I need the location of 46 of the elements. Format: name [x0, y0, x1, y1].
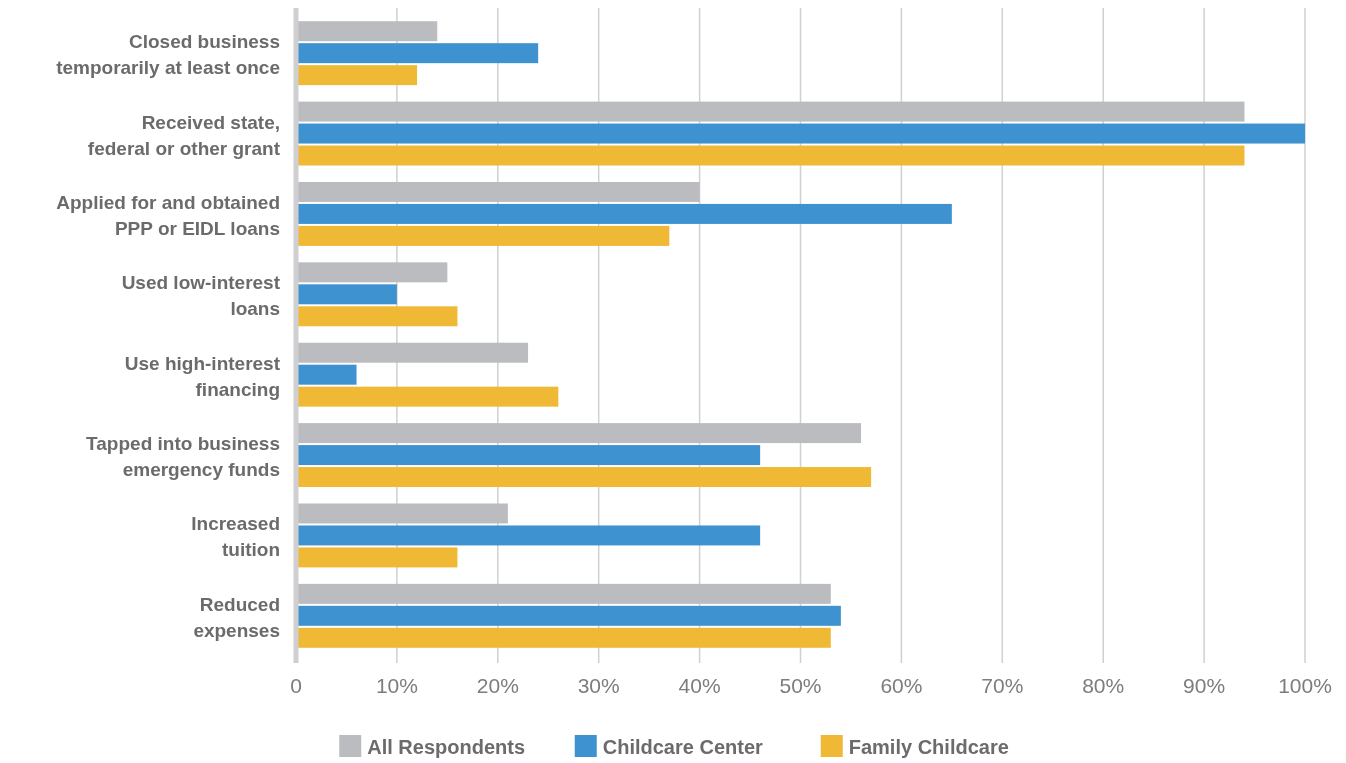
- bar: [296, 547, 458, 568]
- x-tick-label: 50%: [779, 674, 822, 697]
- bar: [296, 364, 357, 385]
- y-tick-label: Increased tuition: [191, 513, 280, 561]
- legend-label: All Respondents: [367, 736, 526, 758]
- bar: [296, 503, 508, 524]
- y-tick-label: Applied for and obtained PPP or EIDL loans: [56, 191, 280, 239]
- legend-label: Family Childcare: [848, 736, 1009, 758]
- x-tick-label: 70%: [981, 674, 1024, 697]
- bar: [296, 203, 952, 224]
- bar: [296, 386, 559, 407]
- bar: [296, 627, 831, 648]
- x-tick-label: 0: [290, 674, 302, 697]
- bar: [296, 123, 1305, 144]
- bar: [296, 21, 438, 42]
- bar: [296, 43, 539, 64]
- bar: [296, 583, 831, 604]
- bar: [296, 101, 1245, 122]
- x-tick-label: 90%: [1183, 674, 1226, 697]
- bar: [296, 65, 418, 86]
- bar: [296, 467, 872, 488]
- bar: [296, 145, 1245, 166]
- legend-label: Childcare Center: [602, 736, 764, 758]
- bar: [296, 342, 529, 363]
- bar: [296, 262, 448, 283]
- y-tick-label: Tapped into business emergency funds: [86, 433, 280, 481]
- y-tick-label: Reduced expenses: [193, 593, 280, 641]
- y-tick-label: Closed business temporarily at least once: [56, 31, 280, 79]
- x-tick-label: 20%: [476, 674, 519, 697]
- bar: [296, 306, 458, 327]
- x-tick-label: 30%: [577, 674, 620, 697]
- bar: [296, 181, 700, 202]
- bar: [296, 605, 841, 626]
- bar: [296, 225, 670, 246]
- bar: [296, 423, 862, 444]
- bar: [296, 525, 761, 546]
- y-tick-label: Received state, federal or other grant: [87, 111, 281, 159]
- x-tick-label: 80%: [1082, 674, 1125, 697]
- y-tick-label: Used low-interest loans: [121, 272, 281, 320]
- bar: [296, 284, 397, 305]
- x-tick-label: 10%: [375, 674, 418, 697]
- bar: [296, 445, 761, 466]
- y-tick-label: Use high-interest financing: [124, 352, 281, 400]
- x-tick-label: 60%: [880, 674, 923, 697]
- x-tick-label: 40%: [678, 674, 721, 697]
- x-tick-label: 100%: [1278, 674, 1332, 697]
